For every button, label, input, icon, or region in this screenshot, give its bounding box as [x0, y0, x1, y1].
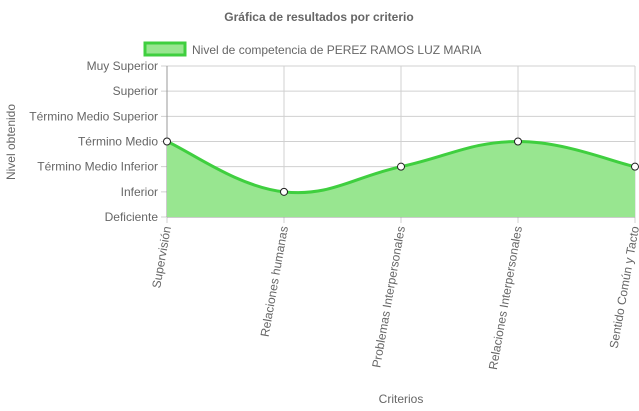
x-tick-label: Relaciones humanas [258, 225, 291, 338]
legend-label: Nivel de competencia de PEREZ RAMOS LUZ … [192, 43, 481, 57]
y-tick-label: Inferior [121, 185, 158, 199]
data-point[interactable] [163, 137, 171, 146]
x-axis: Supervisión Relaciones humanas Problemas I… [149, 225, 639, 371]
data-point[interactable] [631, 162, 639, 171]
y-tick-label: Término Medio Superior [29, 109, 158, 123]
x-tick-label: Relaciones Interpersonales [486, 225, 525, 371]
series-area [167, 141, 635, 217]
y-tick-label: Término Medio Inferior [37, 160, 158, 174]
data-point[interactable] [397, 162, 405, 171]
legend-swatch [143, 41, 187, 57]
series [163, 137, 639, 217]
y-tick-label: Muy Superior [87, 59, 158, 73]
x-tick-label: Problemas Interpersonales [369, 225, 408, 369]
x-tick-label: Sentido Común y Tacto [607, 225, 639, 350]
y-axis: Deficiente Inferior Término Medio Inferior… [29, 59, 158, 224]
chart-title: Gráfica de resultados por criterio [224, 10, 413, 24]
data-point[interactable] [514, 137, 522, 146]
x-axis-title: Criterios [379, 392, 424, 406]
x-tick-label: Supervisión [149, 225, 174, 289]
y-tick-label: Término Medio [78, 135, 158, 149]
y-tick-label: Superior [113, 84, 158, 98]
y-tick-label: Deficiente [105, 210, 159, 224]
y-axis-title: Nivel obtenido [4, 104, 18, 180]
data-point[interactable] [280, 187, 288, 196]
legend[interactable]: Nivel de competencia de PEREZ RAMOS LUZ … [143, 41, 481, 57]
